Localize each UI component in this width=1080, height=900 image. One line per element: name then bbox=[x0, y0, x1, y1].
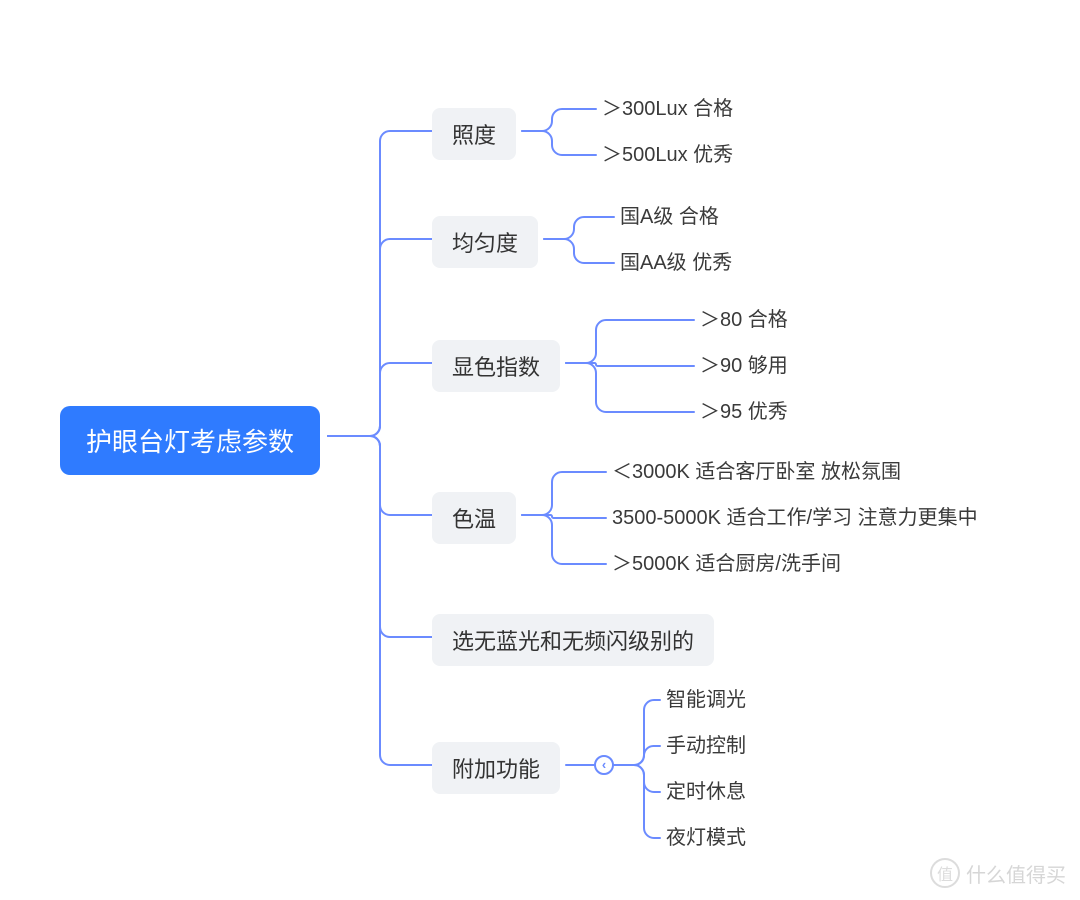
branch-uniformity: 均匀度 bbox=[432, 216, 538, 268]
collapse-icon[interactable]: ‹ bbox=[594, 755, 614, 775]
branch-extra: 附加功能 bbox=[432, 742, 560, 794]
branch-color_temp: 色温 bbox=[432, 492, 516, 544]
leaf-extra-2: 定时休息 bbox=[666, 780, 746, 804]
leaf-color_temp-2: ＞5000K 适合厨房/洗手间 bbox=[612, 552, 841, 576]
watermark: 值 什么值得买 bbox=[930, 858, 1066, 888]
root-node: 护眼台灯考虑参数 bbox=[60, 406, 320, 475]
watermark-text: 什么值得买 bbox=[966, 859, 1066, 888]
branch-cri: 显色指数 bbox=[432, 340, 560, 392]
leaf-extra-0: 智能调光 bbox=[666, 688, 746, 712]
leaf-cri-2: ＞95 优秀 bbox=[700, 400, 788, 424]
leaf-color_temp-0: ＜3000K 适合客厅卧室 放松氛围 bbox=[612, 460, 901, 484]
leaf-cri-0: ＞80 合格 bbox=[700, 308, 788, 332]
leaf-extra-3: 夜灯模式 bbox=[666, 826, 746, 850]
leaf-uniformity-1: 国AA级 优秀 bbox=[620, 251, 732, 275]
branch-blue_light: 选无蓝光和无频闪级别的 bbox=[432, 614, 714, 666]
leaf-extra-1: 手动控制 bbox=[666, 734, 746, 758]
leaf-illuminance-0: ＞300Lux 合格 bbox=[602, 97, 733, 121]
branch-illuminance: 照度 bbox=[432, 108, 516, 160]
leaf-color_temp-1: 3500-5000K 适合工作/学习 注意力更集中 bbox=[612, 506, 978, 530]
watermark-badge-icon: 值 bbox=[930, 858, 960, 888]
leaf-uniformity-0: 国A级 合格 bbox=[620, 205, 719, 229]
leaf-cri-1: ＞90 够用 bbox=[700, 354, 788, 378]
leaf-illuminance-1: ＞500Lux 优秀 bbox=[602, 143, 733, 167]
